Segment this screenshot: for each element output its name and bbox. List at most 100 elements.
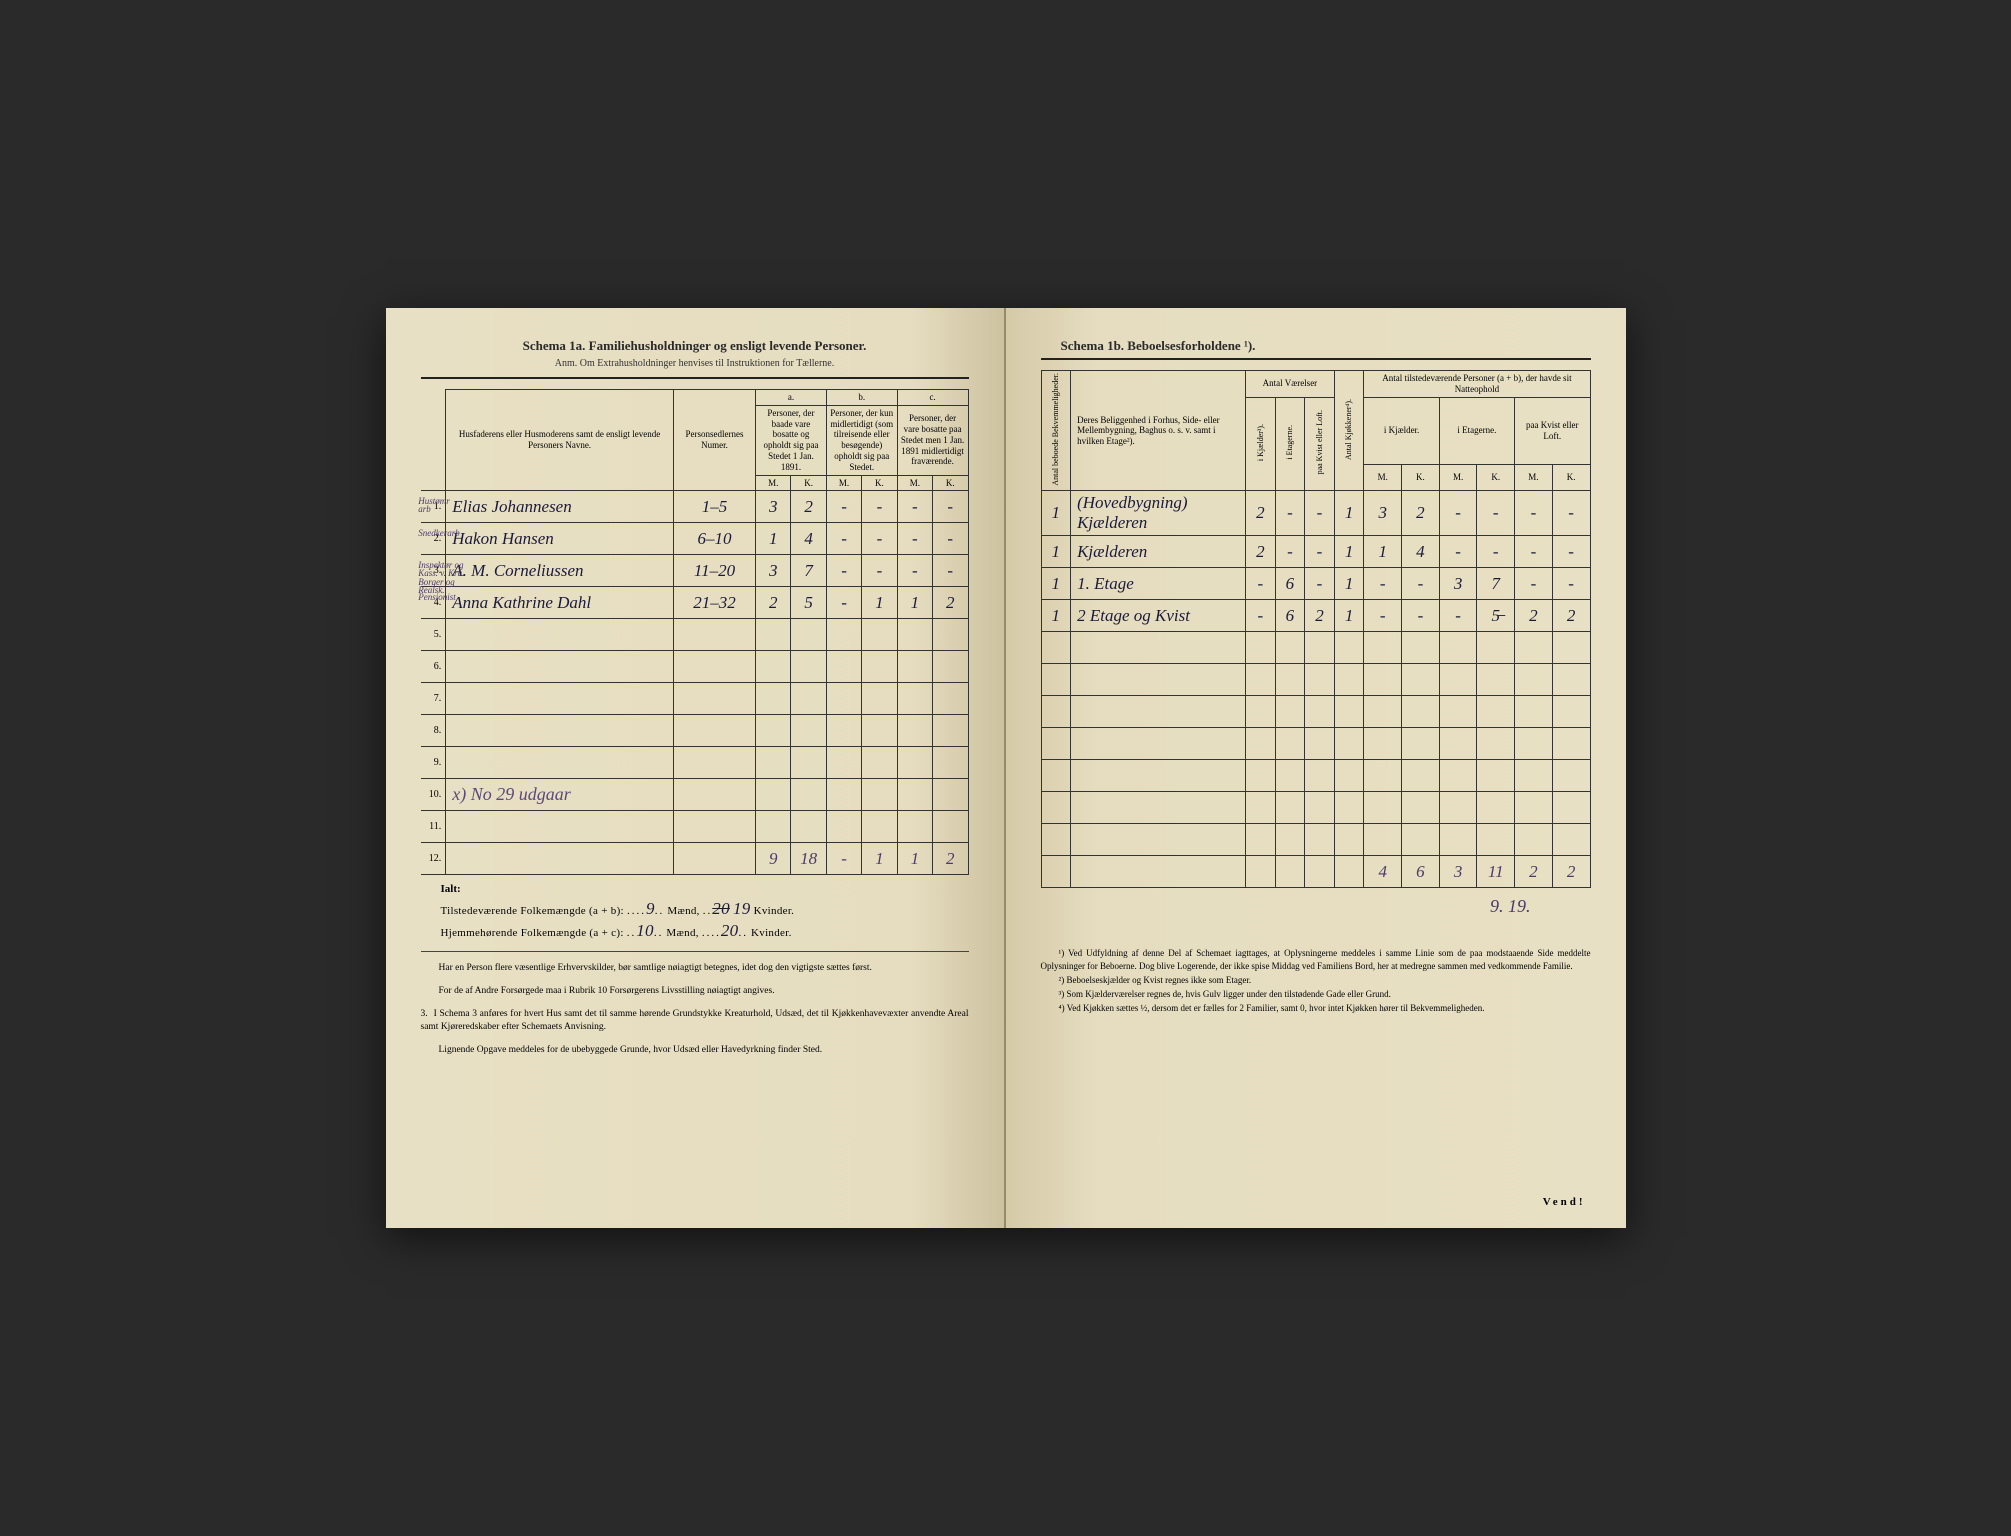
v-etager [1275,760,1305,792]
table-row [1041,632,1590,664]
kjokken [1334,664,1364,696]
a-k [791,619,826,651]
kjokken [1334,760,1364,792]
para3-num: 3. [421,1009,428,1019]
n-kj-k [1402,696,1440,728]
n-kv-k [1552,664,1590,696]
table-row [1041,728,1590,760]
a-m [756,651,791,683]
location [1071,632,1246,664]
table-row: 3. Inspektør ogKass. v. Kra.Borger og Re… [421,555,969,587]
v-kjaelder: - [1246,568,1276,600]
name-cell [446,715,674,747]
a-m [756,619,791,651]
c-m [897,651,932,683]
person-name: A. M. Corneliussen [452,561,583,580]
b-m [826,651,861,683]
n-kj-m [1364,760,1402,792]
person-name: Elias Johannesen [452,497,571,516]
antal-beb [1041,792,1071,824]
c-m: - [897,523,932,555]
n-et-k [1477,632,1515,664]
a-k: 2 [791,491,826,523]
tilstede-line: Tilstedeværende Folkemængde (a + b): ...… [441,899,969,919]
para3: 3.I Schema 3 anføres for hvert Hus samt … [421,1008,969,1034]
n-et-k: - [1477,491,1515,536]
a-k [791,683,826,715]
kjokken: 1 [1334,600,1364,632]
a-m: 3 [756,555,791,587]
b-m [826,811,861,843]
table-row [1041,824,1590,856]
n-kj-m [1364,664,1402,696]
col-a: Personer, der baade vare bosatte og opho… [756,405,827,475]
hjemme-m: 10 [636,921,654,940]
maend-label2: Mænd, [666,927,698,939]
v-etager [1275,632,1305,664]
antal-beb [1041,856,1071,888]
n-et-k [1477,696,1515,728]
footnote-1: ¹) Ved Udfyldning af denne Del af Schema… [1041,947,1591,971]
b-m [826,779,861,811]
n-kj-m: 4 [1364,856,1402,888]
divider [421,951,969,952]
ialt-label: Ialt: [441,883,969,895]
location: 2 Etage og Kvist [1071,600,1246,632]
antal-beb [1041,664,1071,696]
col-k: K. [791,475,826,491]
kjokken: 1 [1334,536,1364,568]
v-kvist [1305,728,1335,760]
c-k: - [933,523,968,555]
row-num: 8. [421,715,446,747]
n-et-k [1477,760,1515,792]
col-c: Personer, der vare bosatte paa Stedet me… [897,405,968,475]
n-kj-m: - [1364,600,1402,632]
table-row: 1 1. Etage - 6 - 1 - - 3 7 - - [1041,568,1590,600]
c-m [897,715,932,747]
n-kj-m: - [1364,568,1402,600]
b-k: 1 [862,587,897,619]
col-m: M. [1515,464,1553,491]
numer [673,715,755,747]
v-kjaelder: 2 [1246,536,1276,568]
v-kjaelder [1246,632,1276,664]
v-etager [1275,856,1305,888]
location [1071,792,1246,824]
location [1071,856,1246,888]
table-row: 4 6 3 11 2 2 [1041,856,1590,888]
v-kjaelder [1246,760,1276,792]
kjokken: 1 [1334,568,1364,600]
n-kv-k: 2 [1552,856,1590,888]
name-cell [446,843,674,875]
c-k [933,715,968,747]
c-k [933,747,968,779]
footnote-2: ²) Beboelseskjælder og Kvist regnes ikke… [1041,974,1591,986]
name-cell: x) No 29 udgaar [446,779,674,811]
numer [673,651,755,683]
c-k [933,683,968,715]
person-name: x) No 29 udgaar [452,784,571,804]
n-et-m [1439,664,1477,696]
b-k [862,619,897,651]
col-vet: i Etagerne. [1285,425,1295,460]
below-totals: 9. 19. [1041,896,1531,917]
numer [673,619,755,651]
c-k: 2 [933,843,968,875]
kvinder-label2: Kvinder. [751,927,792,939]
book-spread: Schema 1a. Familiehusholdninger og ensli… [386,308,1626,1228]
row-num: 11. [421,811,446,843]
maend-label: Mænd, [667,905,699,917]
n-kv-m [1515,728,1553,760]
kjokken [1334,632,1364,664]
table-row [1041,696,1590,728]
col-k: K. [1552,464,1590,491]
c-k: 2 [933,587,968,619]
a-k [791,811,826,843]
v-kjaelder [1246,696,1276,728]
col-k: K. [1402,464,1440,491]
n-et-m: 3 [1439,568,1477,600]
n-kj-k: - [1402,568,1440,600]
b-m: - [826,491,861,523]
b-k [862,683,897,715]
numer: 21–32 [673,587,755,619]
